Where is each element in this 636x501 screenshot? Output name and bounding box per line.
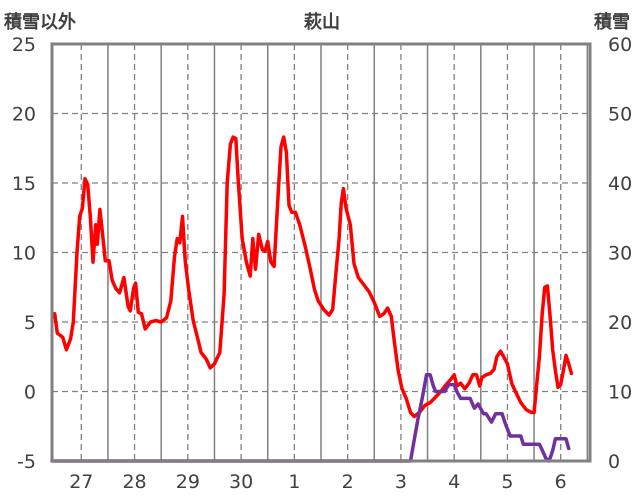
- x-tick-label: 28: [122, 471, 146, 493]
- right-axis-title: 積雪: [594, 12, 630, 33]
- y-right-tick-label: 30: [608, 243, 632, 265]
- left-axis-title: 積雪以外: [4, 12, 76, 33]
- y-right-tick-label: 60: [608, 34, 632, 56]
- red-series-line: [52, 135, 574, 419]
- y-right-tick-label: 40: [608, 173, 632, 195]
- y-left-tick-label: 5: [24, 312, 36, 334]
- y-left-tick-label: 25: [12, 34, 36, 56]
- x-tick-label: 1: [288, 471, 300, 493]
- x-tick-label: 3: [395, 471, 407, 493]
- x-tick-label: 27: [69, 471, 93, 493]
- y-left-tick-label: 20: [12, 104, 36, 126]
- x-tick-label: 5: [501, 471, 513, 493]
- x-tick-label: 29: [176, 471, 200, 493]
- y-right-tick-label: 0: [608, 451, 620, 473]
- chart-title: 萩山: [304, 12, 340, 33]
- plot-frame: [50, 42, 592, 463]
- x-tick-label: 4: [448, 471, 460, 493]
- y-left-tick-label: 15: [12, 173, 36, 195]
- y-right-tick-label: 10: [608, 382, 632, 404]
- y-left-tick-label: 10: [12, 243, 36, 265]
- gridlines: [52, 44, 590, 461]
- x-tick-label: 6: [555, 471, 567, 493]
- x-tick-label: 2: [342, 471, 354, 493]
- axis-tick-labels: -5 0 0 10 5 20 10 30 15 40 20 50 25 60 27 28 29 30 1 2 3 4 5 6: [12, 34, 632, 493]
- x-tick-label: 30: [229, 471, 253, 493]
- snow-depth-line: [50, 373, 571, 463]
- y-right-tick-label: 50: [608, 104, 632, 126]
- y-left-tick-label: -5: [17, 451, 36, 473]
- y-left-tick-label: 0: [24, 382, 36, 404]
- y-right-tick-label: 20: [608, 312, 632, 334]
- series-lines: [50, 135, 574, 463]
